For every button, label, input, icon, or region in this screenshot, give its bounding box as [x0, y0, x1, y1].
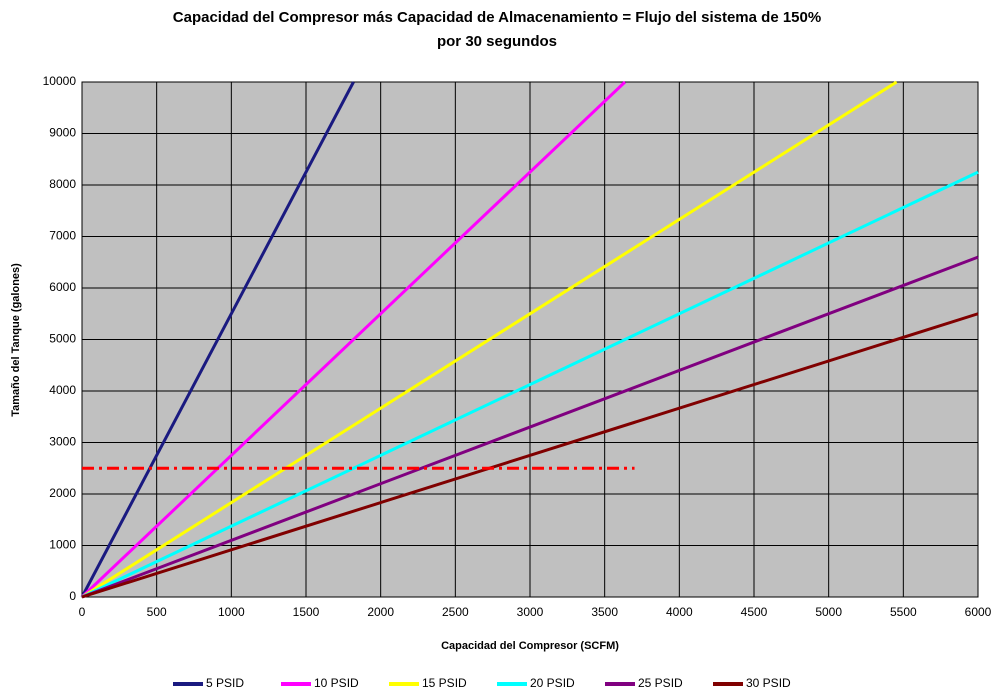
- chart: Capacidad del Compresor más Capacidad de…: [0, 0, 995, 696]
- x-tick-label: 3000: [517, 605, 544, 619]
- x-tick-label: 500: [147, 605, 167, 619]
- legend-label: 5 PSID: [206, 676, 244, 690]
- y-tick-label: 9000: [49, 126, 76, 140]
- x-tick-label: 4500: [741, 605, 768, 619]
- legend-label: 20 PSID: [530, 676, 575, 690]
- y-tick-label: 4000: [49, 383, 76, 397]
- x-axis-label: Capacidad del Compresor (SCFM): [441, 640, 619, 652]
- legend-label: 25 PSID: [638, 676, 683, 690]
- y-tick-label: 0: [69, 589, 76, 603]
- x-tick-label: 4000: [666, 605, 693, 619]
- x-tick-label: 5000: [815, 605, 842, 619]
- y-tick-label: 2000: [49, 486, 76, 500]
- x-tick-label: 1000: [218, 605, 245, 619]
- x-tick-label: 3500: [591, 605, 618, 619]
- y-axis-label: Tamaño del Tanque (galones): [10, 263, 22, 417]
- y-tick-label: 5000: [49, 332, 76, 346]
- legend-label: 15 PSID: [422, 676, 467, 690]
- x-tick-label: 5500: [890, 605, 917, 619]
- x-tick-label: 1500: [293, 605, 320, 619]
- y-tick-label: 6000: [49, 280, 76, 294]
- x-tick-label: 2500: [442, 605, 469, 619]
- y-tick-label: 1000: [49, 538, 76, 552]
- x-tick-label: 0: [79, 605, 86, 619]
- x-tick-label: 6000: [965, 605, 992, 619]
- legend-label: 10 PSID: [314, 676, 359, 690]
- legend-label: 30 PSID: [746, 676, 791, 690]
- y-tick-label: 8000: [49, 177, 76, 191]
- chart-title: Capacidad del Compresor más Capacidad de…: [173, 9, 821, 26]
- y-tick-label: 10000: [43, 74, 77, 88]
- y-tick-label: 7000: [49, 229, 76, 243]
- chart-title: por 30 segundos: [437, 33, 557, 50]
- x-tick-label: 2000: [367, 605, 394, 619]
- y-tick-label: 3000: [49, 435, 76, 449]
